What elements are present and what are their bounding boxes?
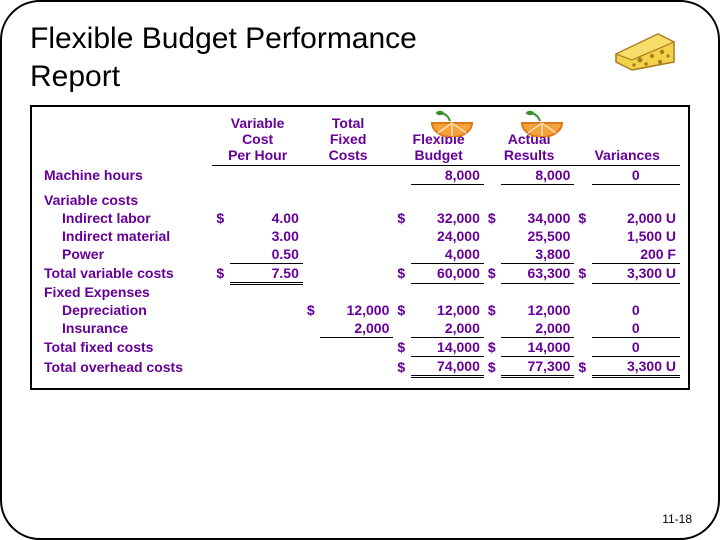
cell: 77,300 [501,357,574,377]
cell: 3.00 [230,227,303,245]
col-header: TotalFixedCosts [303,113,394,166]
cell: $ [574,263,591,283]
cell: 60,000 [411,263,484,283]
row-label: Total variable costs [40,263,212,283]
row-label: Total fixed costs [40,338,212,357]
cell: 200 F [592,245,680,264]
cell: 0 [592,319,680,338]
cell: 3,300 U [592,357,680,377]
cell: 63,300 [501,263,574,283]
page-number: 11-18 [662,512,692,526]
row-label: Variable costs [40,191,212,209]
cell: 14,000 [411,338,484,357]
cell: $ [393,301,410,319]
cell: $ [484,263,501,283]
row-label: Depreciation [40,301,212,319]
cell: 2,000 [501,319,574,338]
cell: $ [484,357,501,377]
cell: 0 [592,166,680,185]
cell: $ [484,338,501,357]
cell: 2,000 [320,319,393,338]
col-header: Variances [574,113,680,166]
cell: $ [393,263,410,283]
row-label: Fixed Expenses [40,283,212,301]
table-row: Total overhead costs $ 74,000 $ 77,300 $… [40,357,680,377]
cell: $ [393,209,410,227]
slide-frame: Flexible Budget Performance Report [0,0,720,540]
cell: 2,000 [411,319,484,338]
row-label: Total overhead costs [40,357,212,377]
table-row: Machine hours 8,000 8,000 0 [40,166,680,185]
table-row: Depreciation $ 12,000 $ 12,000 $ 12,000 … [40,301,680,319]
cell: 34,000 [501,209,574,227]
cell: 0.50 [230,245,303,264]
table-row: Insurance 2,000 2,000 2,000 0 [40,319,680,338]
cell: 24,000 [411,227,484,245]
header-row: VariableCostPer Hour TotalFixedCosts Fle… [40,113,680,166]
cell: 12,000 [320,301,393,319]
orange-slice-icon [430,109,474,142]
cell: 3,800 [501,245,574,264]
table-row: Indirect material 3.00 24,000 25,500 1,5… [40,227,680,245]
cell: 8,000 [501,166,574,185]
cell: 7.50 [230,263,303,283]
table-row: Power 0.50 4,000 3,800 200 F [40,245,680,264]
table-row: Fixed Expenses [40,283,680,301]
cell: $ [484,301,501,319]
report-table-container: VariableCostPer Hour TotalFixedCosts Fle… [30,105,690,390]
cell: $ [484,209,501,227]
cell: $ [212,263,229,283]
row-label: Indirect labor [40,209,212,227]
cell: 1,500 U [592,227,680,245]
cell: 32,000 [411,209,484,227]
table-row: Total variable costs $ 7.50 $ 60,000 $ 6… [40,263,680,283]
page-title: Flexible Budget Performance Report [30,20,510,95]
cell: 14,000 [501,338,574,357]
table-row: Indirect labor $ 4.00 $ 32,000 $ 34,000 … [40,209,680,227]
cell: 25,500 [501,227,574,245]
col-header: VariableCostPer Hour [212,113,303,166]
cell: 74,000 [411,357,484,377]
cell: $ [574,357,591,377]
table-row: Variable costs [40,191,680,209]
cell: 4.00 [230,209,303,227]
cell: 0 [592,301,680,319]
cell: 4,000 [411,245,484,264]
cell: 3,300 U [592,263,680,283]
cell: 8,000 [411,166,484,185]
cell: $ [393,338,410,357]
row-label: Machine hours [40,166,212,185]
cell: $ [303,301,320,319]
cell: $ [212,209,229,227]
cell: 12,000 [411,301,484,319]
cell: 12,000 [501,301,574,319]
cheese-icon [612,24,678,77]
row-label: Indirect material [40,227,212,245]
cell: 0 [592,338,680,357]
cell: $ [393,357,410,377]
cell: $ [574,209,591,227]
report-table: VariableCostPer Hour TotalFixedCosts Fle… [40,113,680,378]
row-label: Power [40,245,212,264]
table-row: Total fixed costs $ 14,000 $ 14,000 0 [40,338,680,357]
orange-slice-icon [520,109,564,142]
row-label: Insurance [40,319,212,338]
cell: 2,000 U [592,209,680,227]
